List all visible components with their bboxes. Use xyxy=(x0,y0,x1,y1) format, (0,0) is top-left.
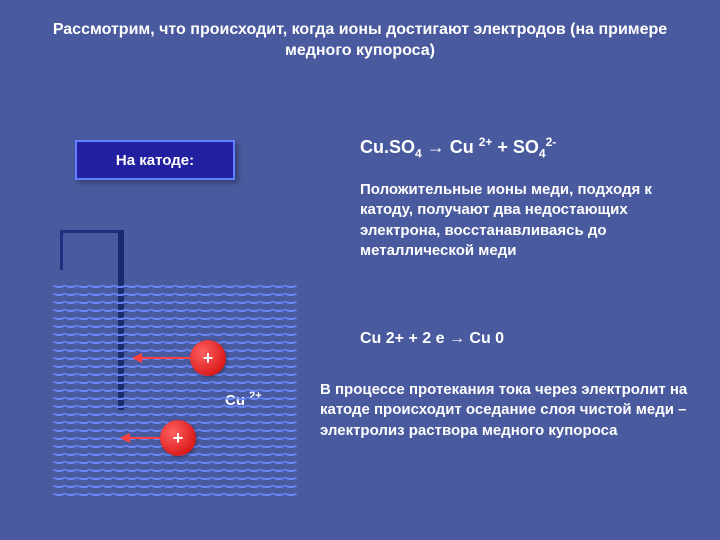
wave-row xyxy=(53,344,297,352)
wave-row xyxy=(53,480,297,488)
wire xyxy=(60,230,120,270)
wave-row xyxy=(53,368,297,376)
ion-arrow xyxy=(128,437,162,439)
electrolyte-liquid xyxy=(53,280,297,498)
wave-row xyxy=(53,312,297,320)
wave-row xyxy=(53,488,297,496)
description-electrolysis: В процессе протекания тока через электро… xyxy=(320,380,690,441)
wave-row xyxy=(53,456,297,464)
description-cathode: Положительные ионы меди, подходя к катод… xyxy=(360,180,690,261)
wave-row xyxy=(53,384,297,392)
wave-row xyxy=(53,400,297,408)
cathode-label: На катоде: xyxy=(75,140,235,180)
wave-row xyxy=(53,320,297,328)
dissociation-formula: Cu.SO4 → Cu 2+ + SO42- xyxy=(360,135,556,161)
wave-row xyxy=(53,296,297,304)
reduction-equation: Cu 2+ + 2 e → Cu 0 xyxy=(360,330,504,348)
electrolysis-diagram: + + xyxy=(50,230,300,510)
wave-row xyxy=(53,288,297,296)
wave-row xyxy=(53,408,297,416)
page-title: Рассмотрим, что происходит, когда ионы д… xyxy=(50,20,670,62)
wave-row xyxy=(53,472,297,480)
wave-row xyxy=(53,336,297,344)
wave-row xyxy=(53,304,297,312)
wave-row xyxy=(53,328,297,336)
wave-row xyxy=(53,464,297,472)
wave-row xyxy=(53,280,297,288)
copper-ion: + xyxy=(190,340,226,376)
copper-ion: + xyxy=(160,420,196,456)
wave-row xyxy=(53,376,297,384)
wave-row xyxy=(53,392,297,400)
wave-row xyxy=(53,360,297,368)
ion-arrow xyxy=(140,357,190,359)
